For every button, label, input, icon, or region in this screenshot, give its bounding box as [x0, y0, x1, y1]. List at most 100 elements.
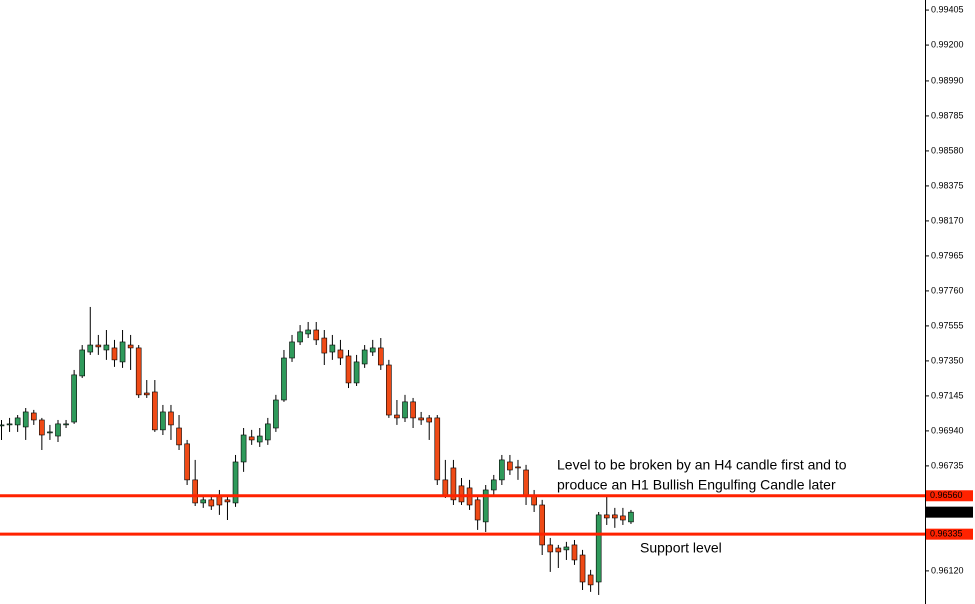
candle-body: [135, 347, 142, 396]
candle-body: [539, 504, 545, 546]
y-tick-label: 0.97350: [931, 355, 964, 365]
y-tick-label: 0.97965: [931, 250, 964, 260]
candle-body: [289, 341, 295, 359]
candle-body: [329, 344, 336, 353]
candle-body: [119, 341, 126, 363]
candle-body: [507, 461, 513, 471]
candle-body: [111, 347, 118, 361]
candle-body: [482, 489, 489, 523]
candle-body: [168, 411, 174, 426]
candle-body: [345, 355, 352, 384]
y-tick-label: 0.97760: [931, 285, 964, 295]
candle-body: [63, 423, 69, 426]
candle-body: [434, 417, 441, 481]
candle-body: [192, 479, 198, 504]
y-tick-label: 0.96940: [931, 425, 964, 435]
candle-body: [127, 344, 134, 349]
candle-body: [305, 329, 311, 335]
candle-body: [337, 349, 344, 359]
y-tick-label: 0.99405: [931, 4, 964, 14]
candle-body: [248, 436, 255, 441]
candle-body: [474, 499, 481, 521]
candle-body: [555, 547, 562, 553]
candle-body: [0, 424, 5, 427]
candle-body: [353, 361, 360, 384]
candle-body: [176, 427, 182, 446]
candle-body: [281, 357, 287, 401]
candle-body: [603, 514, 610, 519]
candle-body: [547, 544, 554, 553]
candle-body: [232, 461, 239, 504]
candle-body: [208, 499, 215, 507]
candle-body: [30, 412, 37, 421]
y-tick-label: 0.98990: [931, 75, 964, 85]
candle-body: [595, 514, 602, 583]
candle-body: [377, 347, 384, 366]
annotation: produce an H1 Bullish Engulfing Candle l…: [557, 477, 836, 493]
candle-body: [369, 347, 376, 353]
candle-body: [410, 401, 416, 419]
annotation: Level to be broken by an H4 candle first…: [557, 457, 847, 473]
y-tick-label: 0.97555: [931, 320, 964, 330]
candle-body: [200, 499, 207, 504]
candle-body: [620, 515, 626, 521]
candle-body: [160, 411, 166, 431]
candle-body: [79, 349, 85, 377]
candle-body: [224, 499, 231, 503]
y-tick-label: 0.98580: [931, 145, 964, 155]
y-tick-label: 0.96735: [931, 460, 964, 470]
candle-body: [579, 554, 586, 583]
candle-body: [628, 511, 634, 523]
candle-body: [587, 574, 594, 586]
candle-body: [184, 443, 190, 481]
candle-body: [418, 417, 424, 421]
y-tick-label: 0.97145: [931, 390, 964, 400]
candle-body: [612, 514, 618, 519]
y-tick-label: 0.98785: [931, 110, 964, 120]
candle-body: [426, 417, 433, 423]
candle-body: [47, 431, 53, 434]
candle-body: [515, 466, 521, 469]
candle-body: [490, 479, 497, 491]
candle-body: [499, 459, 505, 481]
candle-body: [6, 423, 13, 426]
level-price-label: 0.96560: [930, 490, 963, 500]
y-tick-label: 0.98170: [931, 215, 964, 225]
current-price-box: [926, 506, 973, 518]
current-price-label: 0.96464: [930, 507, 963, 517]
candle-body: [450, 467, 457, 501]
candle-body: [523, 469, 529, 496]
annotation: Support level: [640, 540, 722, 556]
candle-body: [265, 423, 271, 441]
candle-body: [39, 419, 45, 436]
candle-body: [22, 411, 29, 428]
y-tick-label: 0.98375: [931, 180, 964, 190]
y-tick-label: 0.99200: [931, 39, 964, 49]
candle-body: [152, 391, 158, 431]
candle-body: [563, 546, 570, 551]
level-price-label: 0.96335: [930, 529, 963, 539]
candle-body: [386, 364, 392, 416]
candle-body: [442, 479, 449, 496]
y-tick-label: 0.96120: [931, 565, 964, 575]
candle-body: [240, 434, 247, 463]
candle-body: [458, 485, 465, 503]
candle-body: [256, 435, 263, 443]
candle-body: [273, 399, 279, 429]
candle-body: [394, 414, 400, 419]
candle-body: [571, 544, 578, 561]
candle-body: [361, 349, 368, 365]
candle-body: [297, 331, 303, 343]
candle-body: [14, 417, 21, 426]
candle-body: [103, 344, 110, 351]
candle-body: [216, 495, 223, 506]
level-price-box: [926, 490, 973, 502]
candle-body: [55, 423, 61, 437]
candle-body: [321, 337, 328, 354]
candle-body: [71, 374, 77, 423]
candle-body: [402, 401, 408, 419]
level-price-box: [926, 528, 973, 540]
candle-body: [313, 329, 320, 341]
